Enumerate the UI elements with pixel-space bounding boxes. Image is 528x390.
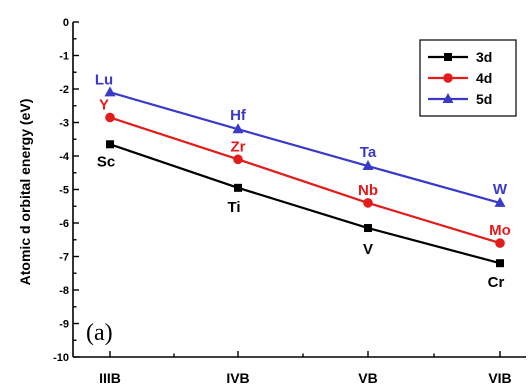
y-tick-label: -8: [59, 285, 69, 297]
x-tick-label: VB: [358, 370, 377, 386]
point-label: Nb: [358, 182, 378, 199]
panel-label: (a): [86, 320, 113, 346]
y-tick-label: -5: [59, 185, 69, 197]
point-label: Lu: [95, 71, 113, 88]
point-label: Sc: [97, 153, 115, 170]
point-label: Ta: [360, 144, 377, 161]
x-tick-label: IVB: [226, 370, 249, 386]
data-point-4d: [105, 112, 115, 123]
series-line-5d: [109, 91, 501, 204]
series-line-4d: [109, 116, 501, 245]
point-label: Cr: [488, 274, 505, 291]
data-point-3d: [364, 224, 372, 233]
series-line-3d: [109, 143, 501, 265]
legend-label: 4d: [476, 70, 492, 86]
series-5d: [104, 86, 506, 207]
legend: 3d 4d 5d: [419, 39, 517, 117]
legend-marker: [444, 53, 452, 61]
point-label: Ti: [227, 199, 240, 216]
y-axis-label: Atomic d orbital energy (eV): [17, 99, 33, 286]
data-point-5d: [104, 86, 116, 97]
legend-entry-5d: 5d: [428, 91, 492, 107]
data-point-4d: [495, 238, 505, 248]
series-layer: [104, 86, 506, 268]
point-labels: Sc Ti V Cr Y Zr Nb Mo Lu Hf Ta W: [95, 71, 511, 291]
y-tick-label: -4: [59, 151, 70, 163]
legend-entry-4d: 4d: [428, 70, 492, 86]
point-label: Zr: [231, 138, 246, 155]
legend-label: 3d: [476, 49, 492, 65]
data-point-4d: [363, 198, 373, 208]
y-tick-label: -6: [59, 218, 69, 230]
data-point-5d: [362, 160, 374, 171]
series-3d: [106, 140, 504, 268]
legend-entry-3d: 3d: [428, 49, 492, 65]
data-point-3d: [234, 183, 242, 192]
axes: 0 -1 -2 -3 -4 -5 -6 -7 -8 -9 -10 IIIB IVB VB VIB: [53, 17, 526, 386]
y-tick-label: -3: [59, 118, 69, 130]
y-tick-label: -1: [59, 51, 69, 63]
point-label: V: [363, 241, 373, 258]
legend-marker: [442, 93, 454, 103]
data-point-3d: [496, 259, 504, 268]
data-point-3d: [106, 140, 114, 149]
data-point-5d: [232, 123, 244, 134]
point-label: Y: [99, 96, 109, 113]
y-tick-label: -9: [59, 319, 69, 331]
y-tick-label: -7: [59, 252, 69, 264]
data-point-4d: [233, 154, 243, 165]
x-tick-label: IIIB: [99, 370, 121, 386]
point-label: Hf: [230, 107, 247, 124]
x-tick-label: VIB: [488, 370, 511, 386]
y-tick-label: -2: [59, 84, 69, 96]
point-label: Mo: [489, 222, 511, 239]
legend-marker: [443, 73, 453, 83]
series-4d: [105, 112, 505, 248]
y-tick-label: -10: [53, 352, 69, 364]
point-label: W: [493, 181, 508, 198]
legend-label: 5d: [476, 91, 492, 107]
data-point-5d: [494, 196, 506, 207]
y-tick-label: 0: [63, 17, 69, 29]
